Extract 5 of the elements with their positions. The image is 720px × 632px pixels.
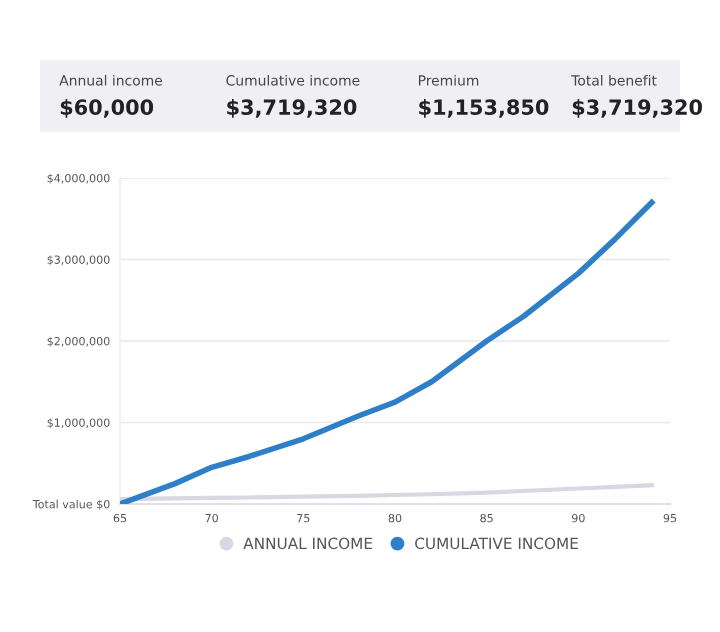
text: $1,153,850 <box>419 98 549 118</box>
text: $60,000 <box>60 98 154 118</box>
text: $3,719,320 <box>227 98 357 118</box>
text: $3,719,320 <box>572 98 702 118</box>
line-series <box>120 199 655 504</box>
